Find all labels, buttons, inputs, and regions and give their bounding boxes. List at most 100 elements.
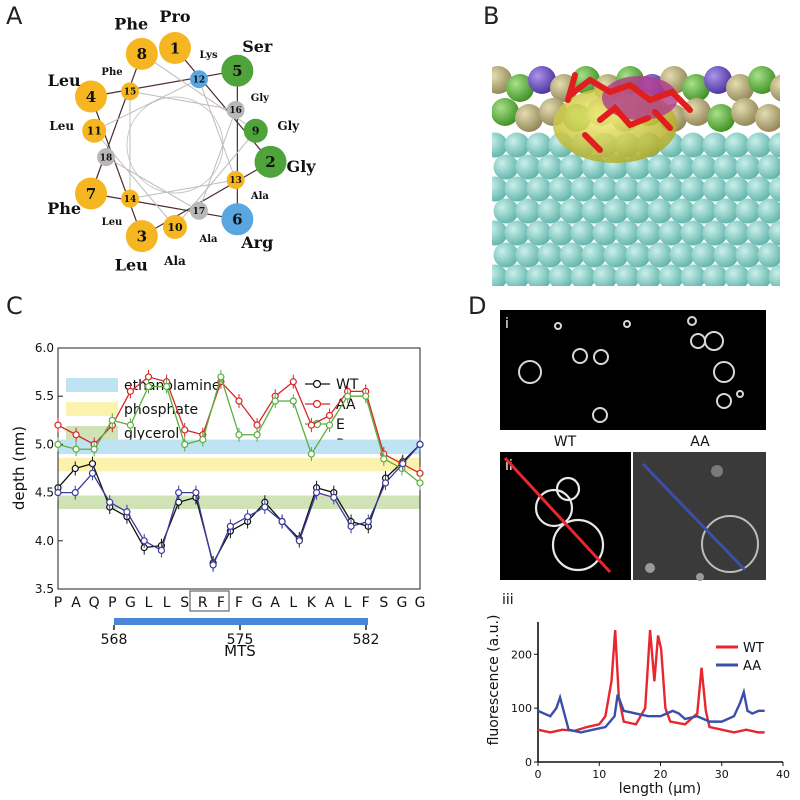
tail-sphere — [493, 154, 519, 180]
y-tick-label: 100 — [511, 702, 532, 715]
data-point-E — [362, 392, 370, 400]
tail-sphere — [691, 154, 717, 180]
tail-sphere — [492, 176, 508, 202]
membrane-band-legend: ethanolamine phosphate glycerol — [66, 378, 220, 442]
tail-sphere — [680, 220, 706, 246]
headgroup-sphere — [770, 74, 780, 102]
data-point-P — [140, 537, 148, 545]
vesicle — [687, 316, 697, 326]
mts-tick-label: 568 — [101, 632, 128, 648]
data-point-E — [271, 397, 279, 405]
tail-sphere — [691, 242, 717, 268]
tail-sphere — [680, 176, 706, 202]
tail-sphere — [504, 264, 530, 286]
vesicle-aa-small — [696, 573, 704, 581]
residue-number: 5 — [232, 62, 242, 80]
vesicle-aa — [701, 515, 759, 573]
residue-name: Phe — [114, 15, 148, 34]
residue-number: 4 — [86, 88, 96, 106]
tail-sphere — [504, 176, 530, 202]
data-point-P — [157, 546, 166, 555]
tail-sphere — [636, 176, 662, 202]
residue-circle — [82, 118, 107, 143]
tail-sphere — [625, 242, 651, 268]
data-point-P — [261, 503, 269, 511]
residue-name: Ala — [250, 191, 270, 202]
data-point-P — [88, 469, 97, 477]
line-scan-aa — [641, 462, 747, 572]
vesicle — [704, 331, 724, 351]
mts-axis: 568 575 582 — [101, 618, 379, 648]
residue-name: Leu — [115, 255, 148, 274]
tail-sphere — [636, 220, 662, 246]
data-point-E — [163, 382, 171, 391]
y-tick-label: 5.0 — [35, 437, 54, 451]
data-point-P — [364, 517, 372, 526]
tail-sphere — [570, 176, 596, 202]
residue-number: 6 — [232, 211, 242, 229]
data-point-P — [226, 522, 234, 530]
tail-sphere — [614, 176, 640, 202]
panel-d-letter: D — [468, 292, 486, 320]
tail-sphere — [669, 154, 695, 180]
residue-circle — [189, 201, 208, 220]
tail-sphere — [548, 264, 574, 286]
residue-name: Phe — [47, 199, 81, 218]
tail-sphere — [603, 242, 629, 268]
data-point-AA — [126, 387, 134, 395]
residue-number: 11 — [87, 125, 102, 138]
data-point-AA — [416, 469, 424, 477]
sequence-letter: F — [362, 595, 370, 611]
x-tick-label: 20 — [654, 768, 668, 781]
data-point-E — [217, 373, 225, 381]
sequence-letter: L — [145, 595, 153, 611]
tail-sphere — [691, 198, 717, 224]
residue-number: 15 — [124, 88, 137, 98]
data-point-P — [416, 440, 424, 448]
series-line-P — [58, 443, 421, 567]
y-axis-label: depth (nm) — [10, 426, 28, 510]
tail-sphere — [515, 198, 541, 224]
tail-sphere — [746, 132, 772, 158]
sequence-letter: A — [71, 595, 81, 611]
sequence-letter: F — [217, 595, 225, 611]
sequence-letter: F — [235, 595, 243, 611]
fluorescence-y-label: fluorescence (a.u.) — [486, 615, 502, 746]
tail-sphere — [647, 198, 673, 224]
data-point-P — [244, 513, 252, 521]
legend-label-glycerol: glycerol — [124, 426, 179, 442]
sequence-letter: L — [163, 595, 171, 611]
headgroup-sphere — [492, 98, 519, 126]
wheel-link — [90, 70, 238, 98]
y-tick-label: 4.0 — [35, 534, 54, 548]
data-point-P — [295, 537, 303, 545]
vesicle — [555, 476, 581, 502]
residue-number: 7 — [86, 185, 96, 203]
residue-circle — [221, 203, 254, 236]
legend-marker-WT — [312, 379, 322, 389]
wheel-link — [129, 179, 236, 200]
tail-sphere — [658, 220, 684, 246]
vesicle — [551, 518, 605, 572]
y-tick-label: 200 — [511, 648, 532, 661]
tail-sphere — [746, 176, 772, 202]
data-point-E — [54, 440, 62, 448]
vesicle — [572, 348, 588, 364]
headgroup-sphere — [515, 104, 543, 132]
headgroup-sphere — [707, 104, 735, 132]
tail-sphere — [526, 220, 552, 246]
tail-sphere — [559, 198, 585, 224]
sequence-letter: A — [270, 595, 280, 611]
fluorescence-chart: 0 10 20 30 40 0 100 200 WT AA — [511, 622, 790, 781]
legend-label-phosphate: phosphate — [124, 402, 198, 418]
data-point-AA — [54, 421, 62, 429]
micrograph-i — [500, 310, 766, 430]
tail-sphere — [768, 220, 780, 246]
residue-name: Gly — [287, 157, 317, 176]
peptide-surface-top — [602, 76, 678, 120]
data-point-AA — [72, 431, 80, 439]
residue-number: 16 — [229, 106, 242, 116]
residue-circle — [121, 189, 140, 208]
profile-line-WT — [537, 629, 765, 734]
